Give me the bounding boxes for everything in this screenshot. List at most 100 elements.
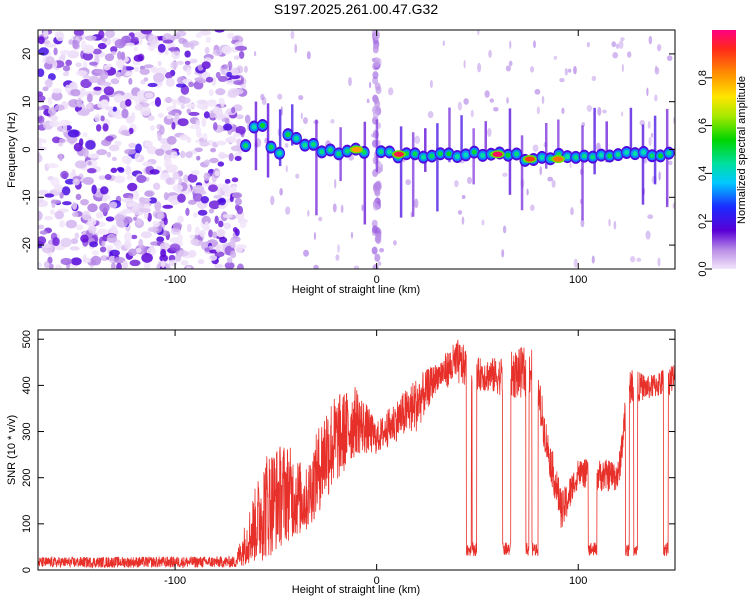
streak-blob — [373, 32, 380, 41]
noise-blob — [82, 52, 94, 61]
faint-blob — [466, 176, 473, 185]
noise-blob — [100, 115, 105, 122]
faint-blob — [477, 62, 482, 73]
noise-blob — [43, 30, 49, 38]
noise-blob — [100, 186, 109, 195]
noise-blob — [205, 76, 214, 83]
noise-blob — [133, 54, 144, 62]
noise-blob — [221, 64, 228, 70]
noise-blob — [208, 229, 213, 238]
faint-blob — [295, 173, 300, 179]
noise-blob — [203, 111, 210, 119]
noise-blob — [177, 193, 186, 203]
noise-blob — [218, 153, 230, 158]
faint-blob — [539, 166, 543, 176]
noise-blob — [121, 197, 133, 203]
trace-core — [514, 151, 520, 157]
noise-blob — [89, 241, 98, 248]
faint-blob — [334, 178, 337, 189]
trace-core — [446, 151, 452, 157]
noise-blob — [61, 186, 71, 196]
faint-blob — [337, 244, 340, 253]
streak-blob — [374, 82, 381, 91]
trace-core — [429, 153, 435, 159]
noise-blob — [58, 138, 66, 144]
noise-blob — [134, 104, 143, 111]
faint-blob — [530, 204, 535, 212]
noise-blob — [127, 182, 138, 192]
noise-blob — [85, 139, 96, 150]
trace-core — [657, 153, 663, 159]
trace-core — [319, 149, 325, 155]
trace-core — [641, 149, 647, 155]
noise-blob — [176, 60, 184, 65]
faint-blob — [591, 255, 595, 264]
noise-blob — [135, 143, 142, 154]
smear — [605, 121, 608, 163]
noise-blob — [180, 150, 186, 159]
noise-blob — [159, 254, 168, 262]
noise-blob — [140, 30, 153, 35]
faint-blob — [541, 95, 545, 105]
noise-blob — [230, 250, 237, 259]
faint-blob — [488, 49, 492, 58]
noise-blob — [97, 30, 105, 40]
noise-blob — [144, 190, 154, 197]
noise-blob — [232, 227, 238, 233]
noise-blob — [131, 95, 138, 101]
trace-core — [310, 141, 316, 147]
noise-blob — [148, 34, 158, 45]
noise-blob — [162, 39, 174, 44]
noise-blob — [157, 112, 164, 118]
trace-core — [336, 151, 342, 157]
noise-blob — [192, 212, 198, 218]
y-tick-label: 400 — [21, 376, 33, 394]
faint-blob — [509, 40, 512, 50]
y-tick-label: 300 — [21, 422, 33, 440]
smear — [557, 119, 560, 160]
noise-blob — [105, 135, 114, 142]
noise-blob — [212, 122, 218, 131]
noise-blob — [138, 196, 146, 203]
noise-blob — [104, 53, 115, 62]
noise-blob — [212, 231, 218, 239]
faint-blob — [561, 107, 565, 114]
noise-blob — [139, 106, 151, 117]
snr-panel: -100 0 100 0 100 200 300 400 500 Height of strai… — [6, 329, 676, 596]
noise-blob — [164, 72, 173, 79]
noise-blob — [128, 77, 133, 85]
trace-core — [666, 150, 672, 156]
faint-blob — [646, 87, 649, 97]
faint-blob — [508, 60, 513, 67]
faint-blob — [608, 218, 611, 227]
trace-core — [590, 154, 596, 160]
noise-blob — [212, 49, 223, 56]
noise-blob — [124, 232, 132, 242]
faint-blob — [636, 257, 642, 262]
colorbar-tick-label: 0.0 — [697, 261, 709, 276]
noise-blob — [116, 262, 122, 269]
noise-blob — [94, 113, 101, 122]
noise-blob — [129, 259, 141, 267]
noise-blob — [163, 217, 168, 226]
faint-blob — [330, 119, 335, 124]
noise-blob — [44, 193, 55, 198]
noise-blob — [80, 234, 89, 243]
faint-blob — [260, 93, 265, 101]
colorbar-tick-label: 0.8 — [697, 70, 709, 85]
noise-blob — [170, 151, 178, 159]
faint-blob — [348, 76, 352, 87]
y-tick-label: 500 — [21, 330, 33, 348]
noise-blob — [62, 201, 72, 206]
noise-blob — [203, 172, 211, 181]
noise-blob — [209, 157, 219, 164]
noise-blob — [213, 194, 222, 199]
noise-blob — [109, 249, 120, 257]
noise-blob — [52, 237, 60, 247]
faint-blob — [303, 117, 308, 125]
noise-blob — [65, 59, 73, 66]
faint-blob — [405, 179, 411, 186]
noise-blob — [228, 135, 237, 143]
noise-blob — [72, 178, 80, 186]
snr-xlabel: Height of straight line (km) — [292, 584, 420, 596]
